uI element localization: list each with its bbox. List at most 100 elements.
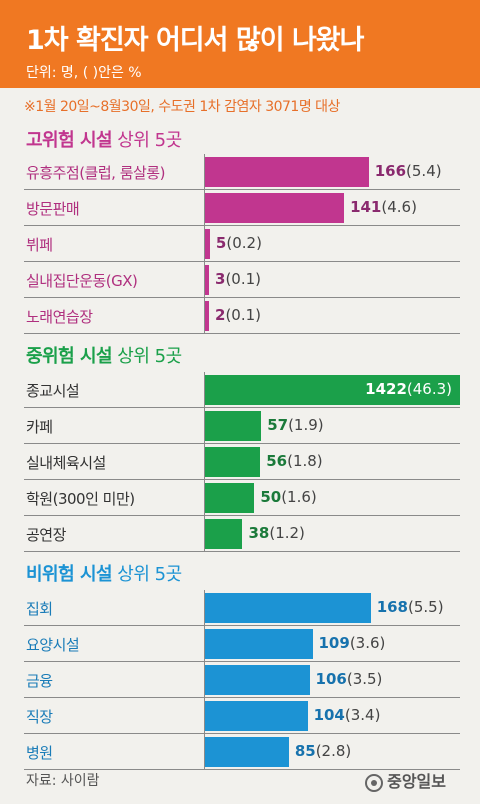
category-label: 실내집단운동(GX) <box>26 272 138 290</box>
value-percent: (46.3) <box>406 380 452 398</box>
bar <box>205 411 262 441</box>
value-percent: (0.2) <box>226 234 262 252</box>
axis-line <box>204 590 205 770</box>
value-percent: (0.1) <box>225 306 261 324</box>
section-subtitle: 상위 5곳 <box>112 130 182 151</box>
value-percent: (5.4) <box>406 162 442 180</box>
axis-line <box>204 154 205 334</box>
value-label: 106(3.5) <box>316 670 383 688</box>
value-label: 3(0.1) <box>215 270 261 288</box>
value-percent: (1.8) <box>287 452 323 470</box>
section-title-1: 중위험 시설 상위 5곳 <box>26 342 182 368</box>
unit-label: 단위: 명, ( )안은 % <box>26 65 142 81</box>
bar <box>205 593 371 623</box>
value-label: 168(5.5) <box>377 598 444 616</box>
chart-row: 유흥주점(클럽, 룸살롱) <box>24 154 460 190</box>
value-number: 57 <box>267 416 289 434</box>
bar <box>205 701 308 731</box>
bar <box>205 629 313 659</box>
value-percent: (2.8) <box>315 742 352 760</box>
value-number: 168 <box>376 598 408 616</box>
category-label: 방문판매 <box>26 200 80 218</box>
category-label: 카페 <box>26 418 53 436</box>
category-label: 종교시설 <box>26 382 80 400</box>
value-label: 57(1.9) <box>267 416 323 434</box>
chart-row: 공연장 <box>24 516 460 552</box>
value-number: 106 <box>315 670 347 688</box>
source-label: 자료: 사이람 <box>26 773 100 789</box>
chart-row: 병원 <box>24 734 460 770</box>
header-banner: 1차 확진자 어디서 많이 나왔나 단위: 명, ( )안은 % <box>0 0 480 88</box>
chart-row: 직장 <box>24 698 460 734</box>
value-percent: (5.5) <box>408 598 444 616</box>
value-number: 109 <box>318 634 350 652</box>
value-label: 50(1.6) <box>260 488 316 506</box>
value-percent: (3.5) <box>346 670 383 688</box>
value-number: 104 <box>313 706 345 724</box>
bar <box>205 157 369 187</box>
axis-line <box>204 372 205 552</box>
category-label: 요양시설 <box>26 636 80 654</box>
value-label: 166(5.4) <box>375 162 442 180</box>
bar <box>205 519 243 549</box>
category-label: 집회 <box>26 600 53 618</box>
value-label: 85(2.8) <box>295 742 351 760</box>
section-title-text: 비위험 시설 <box>26 564 113 585</box>
section-title-0: 고위험 시설 상위 5곳 <box>26 126 182 152</box>
value-number: 141 <box>350 198 382 216</box>
value-number: 3 <box>215 270 226 288</box>
value-number: 2 <box>215 306 226 324</box>
chart-row: 금융 <box>24 662 460 698</box>
value-label: 1422(46.3) <box>365 380 452 398</box>
value-label: 38(1.2) <box>248 524 304 542</box>
chart-row: 실내체육시설 <box>24 444 460 480</box>
value-label: 5(0.2) <box>216 234 262 252</box>
value-label: 141(4.6) <box>350 198 417 216</box>
chart-row: 실내집단운동(GX) <box>24 262 460 298</box>
bar <box>205 483 255 513</box>
category-label: 뷔페 <box>26 236 53 254</box>
chart-row: 학원(300인 미만) <box>24 480 460 516</box>
category-label: 직장 <box>26 708 53 726</box>
chart-row: 노래연습장 <box>24 298 460 334</box>
value-percent: (4.6) <box>381 198 417 216</box>
logo-icon <box>365 773 384 792</box>
bar <box>205 665 310 695</box>
category-label: 실내체육시설 <box>26 454 106 472</box>
chart-row: 집회 <box>24 590 460 626</box>
chart-row: 방문판매 <box>24 190 460 226</box>
value-percent: (0.1) <box>225 270 261 288</box>
value-percent: (1.6) <box>281 488 317 506</box>
value-number: 166 <box>374 162 407 180</box>
category-label: 금융 <box>26 672 53 690</box>
bar <box>205 301 209 331</box>
page-title: 1차 확진자 어디서 많이 나왔나 <box>26 25 364 56</box>
value-label: 104(3.4) <box>314 706 381 724</box>
note-text: ※1월 20일~8월30일, 수도권 1차 감염자 3071명 대상 <box>24 99 340 115</box>
bar <box>205 447 261 477</box>
section-subtitle: 상위 5곳 <box>112 346 182 367</box>
chart-row: 카페 <box>24 408 460 444</box>
category-label: 공연장 <box>26 526 66 544</box>
section-subtitle: 상위 5곳 <box>112 564 182 585</box>
bar <box>205 265 209 295</box>
value-number: 50 <box>260 488 282 506</box>
category-label: 병원 <box>26 744 53 762</box>
value-percent: (3.4) <box>344 706 381 724</box>
category-label: 학원(300인 미만) <box>26 490 135 508</box>
category-label: 유흥주점(클럽, 룸살롱) <box>26 164 165 182</box>
bar <box>205 229 210 259</box>
value-label: 56(1.8) <box>266 452 322 470</box>
category-label: 노래연습장 <box>26 308 93 326</box>
chart-row: 뷔페 <box>24 226 460 262</box>
chart-row: 요양시설 <box>24 626 460 662</box>
chart-row: 종교시설 <box>24 372 460 408</box>
logo-text: 중앙일보 <box>387 772 446 791</box>
bar <box>205 375 460 405</box>
value-percent: (3.6) <box>349 634 386 652</box>
section-title-2: 비위험 시설 상위 5곳 <box>26 560 182 586</box>
bar <box>205 193 345 223</box>
value-percent: (1.2) <box>269 524 305 542</box>
value-number: 1422 <box>365 380 407 398</box>
bar <box>205 737 289 767</box>
